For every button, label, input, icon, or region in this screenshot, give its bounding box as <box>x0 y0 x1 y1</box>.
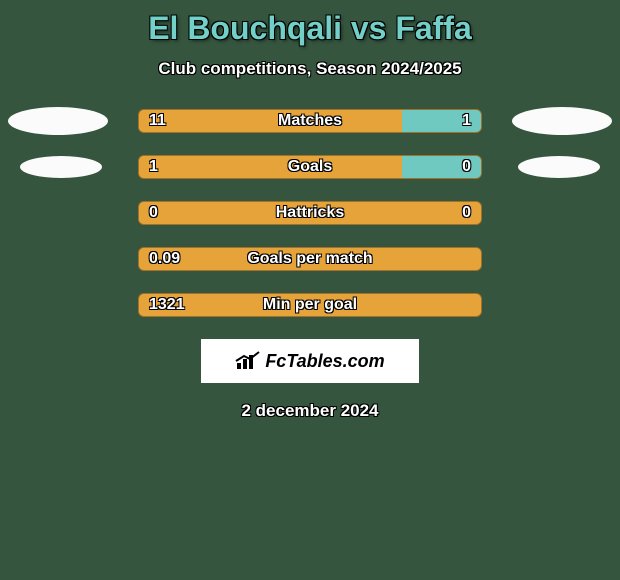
player-oval-right <box>512 107 612 135</box>
stat-bar: 11Matches1 <box>138 109 482 133</box>
subtitle: Club competitions, Season 2024/2025 <box>0 59 620 79</box>
stat-right-value: 0 <box>462 202 471 224</box>
player-oval-right <box>518 156 600 178</box>
stat-row: 0.09Goals per match <box>0 247 620 271</box>
bar-chart-icon <box>235 351 261 371</box>
stat-label: Goals per match <box>139 248 481 270</box>
page-title: El Bouchqali vs Faffa <box>0 0 620 47</box>
player-oval-left <box>8 107 108 135</box>
stat-label: Matches <box>139 110 481 132</box>
logo-text: FcTables.com <box>265 351 384 372</box>
player-oval-left <box>20 156 102 178</box>
stat-label: Min per goal <box>139 294 481 316</box>
stat-row: 11Matches1 <box>0 109 620 133</box>
logo-box[interactable]: FcTables.com <box>201 339 419 383</box>
date-line: 2 december 2024 <box>0 401 620 421</box>
stat-bar: 0Hattricks0 <box>138 201 482 225</box>
stats-list: 11Matches11Goals00Hattricks00.09Goals pe… <box>0 109 620 317</box>
stat-row: 0Hattricks0 <box>0 201 620 225</box>
stat-label: Goals <box>139 156 481 178</box>
stat-right-value: 0 <box>462 156 471 178</box>
comparison-card: El Bouchqali vs Faffa Club competitions,… <box>0 0 620 580</box>
stat-bar: 1Goals0 <box>138 155 482 179</box>
stat-label: Hattricks <box>139 202 481 224</box>
stat-bar: 0.09Goals per match <box>138 247 482 271</box>
stat-bar: 1321Min per goal <box>138 293 482 317</box>
stat-row: 1321Min per goal <box>0 293 620 317</box>
stat-right-value: 1 <box>462 110 471 132</box>
stat-row: 1Goals0 <box>0 155 620 179</box>
logo: FcTables.com <box>235 351 384 372</box>
